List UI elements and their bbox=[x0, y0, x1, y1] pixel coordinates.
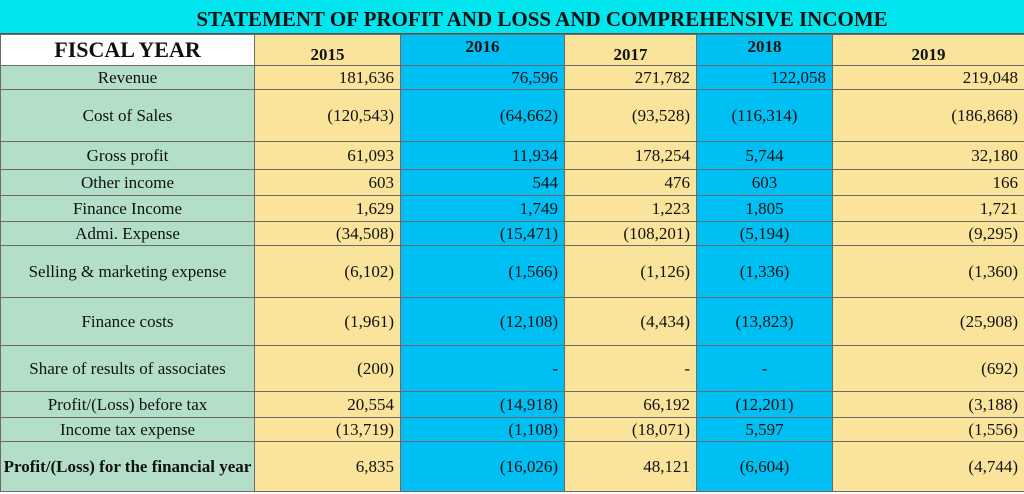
statement-title: STATEMENT OF PROFIT AND LOSS AND COMPREH… bbox=[0, 0, 1024, 34]
row-other-income: Other income 603 544 476 603 166 bbox=[0, 169, 1024, 196]
row-label: Gross profit bbox=[0, 141, 255, 170]
year-header-2018: 2018 bbox=[696, 34, 833, 66]
row-label: Other income bbox=[0, 169, 255, 196]
row-finance-costs: Finance costs (1,961) (12,108) (4,434) (… bbox=[0, 297, 1024, 346]
value-cell: 476 bbox=[564, 169, 697, 196]
value-cell: (25,908) bbox=[832, 297, 1024, 346]
row-label: Finance costs bbox=[0, 297, 255, 346]
value-cell: (15,471) bbox=[400, 221, 565, 246]
value-cell: (13,823) bbox=[696, 297, 833, 346]
value-cell: (1,126) bbox=[564, 245, 697, 298]
value-cell: 11,934 bbox=[400, 141, 565, 170]
value-cell: (3,188) bbox=[832, 391, 1024, 418]
row-label: Finance Income bbox=[0, 195, 255, 222]
value-cell: 5,744 bbox=[696, 141, 833, 170]
value-cell: 48,121 bbox=[564, 441, 697, 492]
value-cell: 181,636 bbox=[254, 65, 401, 90]
row-label: Profit/(Loss) before tax bbox=[0, 391, 255, 418]
value-cell: (9,295) bbox=[832, 221, 1024, 246]
row-label: Revenue bbox=[0, 65, 255, 90]
value-cell: - bbox=[564, 345, 697, 392]
value-cell: 66,192 bbox=[564, 391, 697, 418]
value-cell: (6,604) bbox=[696, 441, 833, 492]
value-cell: 166 bbox=[832, 169, 1024, 196]
row-income-tax-expense: Income tax expense (13,719) (1,108) (18,… bbox=[0, 417, 1024, 442]
header-row: FISCAL YEAR 2015 2016 2017 2018 2019 bbox=[0, 34, 1024, 66]
value-cell: (186,868) bbox=[832, 89, 1024, 142]
row-revenue: Revenue 181,636 76,596 271,782 122,058 2… bbox=[0, 65, 1024, 90]
value-cell: 5,597 bbox=[696, 417, 833, 442]
value-cell: (12,201) bbox=[696, 391, 833, 418]
value-cell: (5,194) bbox=[696, 221, 833, 246]
value-cell: (692) bbox=[832, 345, 1024, 392]
row-profit-before-tax: Profit/(Loss) before tax 20,554 (14,918)… bbox=[0, 391, 1024, 418]
row-selling-marketing-expense: Selling & marketing expense (6,102) (1,5… bbox=[0, 245, 1024, 298]
value-cell: 219,048 bbox=[832, 65, 1024, 90]
value-cell: (16,026) bbox=[400, 441, 565, 492]
year-header-2019: 2019 bbox=[832, 34, 1024, 66]
value-cell: 1,721 bbox=[832, 195, 1024, 222]
value-cell: 20,554 bbox=[254, 391, 401, 418]
value-cell: 271,782 bbox=[564, 65, 697, 90]
value-cell: (18,071) bbox=[564, 417, 697, 442]
year-header-2016: 2016 bbox=[400, 34, 565, 66]
row-gross-profit: Gross profit 61,093 11,934 178,254 5,744… bbox=[0, 141, 1024, 170]
value-cell: 1,223 bbox=[564, 195, 697, 222]
fiscal-year-header: FISCAL YEAR bbox=[0, 34, 255, 66]
row-label: Profit/(Loss) for the financial year bbox=[0, 441, 255, 492]
row-admin-expense: Admi. Expense (34,508) (15,471) (108,201… bbox=[0, 221, 1024, 246]
value-cell: (6,102) bbox=[254, 245, 401, 298]
value-cell: (34,508) bbox=[254, 221, 401, 246]
value-cell: 603 bbox=[254, 169, 401, 196]
profit-loss-table: FISCAL YEAR 2015 2016 2017 2018 2019 Rev… bbox=[0, 34, 1024, 492]
value-cell: (1,336) bbox=[696, 245, 833, 298]
value-cell: 1,749 bbox=[400, 195, 565, 222]
value-cell: (1,556) bbox=[832, 417, 1024, 442]
value-cell: 1,805 bbox=[696, 195, 833, 222]
value-cell: (116,314) bbox=[696, 89, 833, 142]
value-cell: (1,360) bbox=[832, 245, 1024, 298]
value-cell: (1,566) bbox=[400, 245, 565, 298]
value-cell: 178,254 bbox=[564, 141, 697, 170]
value-cell: (120,543) bbox=[254, 89, 401, 142]
row-finance-income: Finance Income 1,629 1,749 1,223 1,805 1… bbox=[0, 195, 1024, 222]
value-cell: - bbox=[696, 345, 833, 392]
value-cell: 544 bbox=[400, 169, 565, 196]
year-header-2015: 2015 bbox=[254, 34, 401, 66]
row-cost-of-sales: Cost of Sales (120,543) (64,662) (93,528… bbox=[0, 89, 1024, 142]
value-cell: 1,629 bbox=[254, 195, 401, 222]
value-cell: (1,108) bbox=[400, 417, 565, 442]
value-cell: 603 bbox=[696, 169, 833, 196]
value-cell: (200) bbox=[254, 345, 401, 392]
row-label: Admi. Expense bbox=[0, 221, 255, 246]
value-cell: (4,744) bbox=[832, 441, 1024, 492]
row-label: Selling & marketing expense bbox=[0, 245, 255, 298]
value-cell: (4,434) bbox=[564, 297, 697, 346]
row-label: Cost of Sales bbox=[0, 89, 255, 142]
value-cell: - bbox=[400, 345, 565, 392]
row-label: Income tax expense bbox=[0, 417, 255, 442]
value-cell: (13,719) bbox=[254, 417, 401, 442]
year-header-2017: 2017 bbox=[564, 34, 697, 66]
value-cell: 6,835 bbox=[254, 441, 401, 492]
value-cell: 32,180 bbox=[832, 141, 1024, 170]
value-cell: (108,201) bbox=[564, 221, 697, 246]
row-profit-for-year: Profit/(Loss) for the financial year 6,8… bbox=[0, 441, 1024, 492]
value-cell: (64,662) bbox=[400, 89, 565, 142]
value-cell: (1,961) bbox=[254, 297, 401, 346]
value-cell: (14,918) bbox=[400, 391, 565, 418]
row-label: Share of results of associates bbox=[0, 345, 255, 392]
value-cell: 122,058 bbox=[696, 65, 833, 90]
value-cell: (93,528) bbox=[564, 89, 697, 142]
value-cell: 76,596 bbox=[400, 65, 565, 90]
value-cell: 61,093 bbox=[254, 141, 401, 170]
value-cell: (12,108) bbox=[400, 297, 565, 346]
row-share-of-associates: Share of results of associates (200) - -… bbox=[0, 345, 1024, 392]
